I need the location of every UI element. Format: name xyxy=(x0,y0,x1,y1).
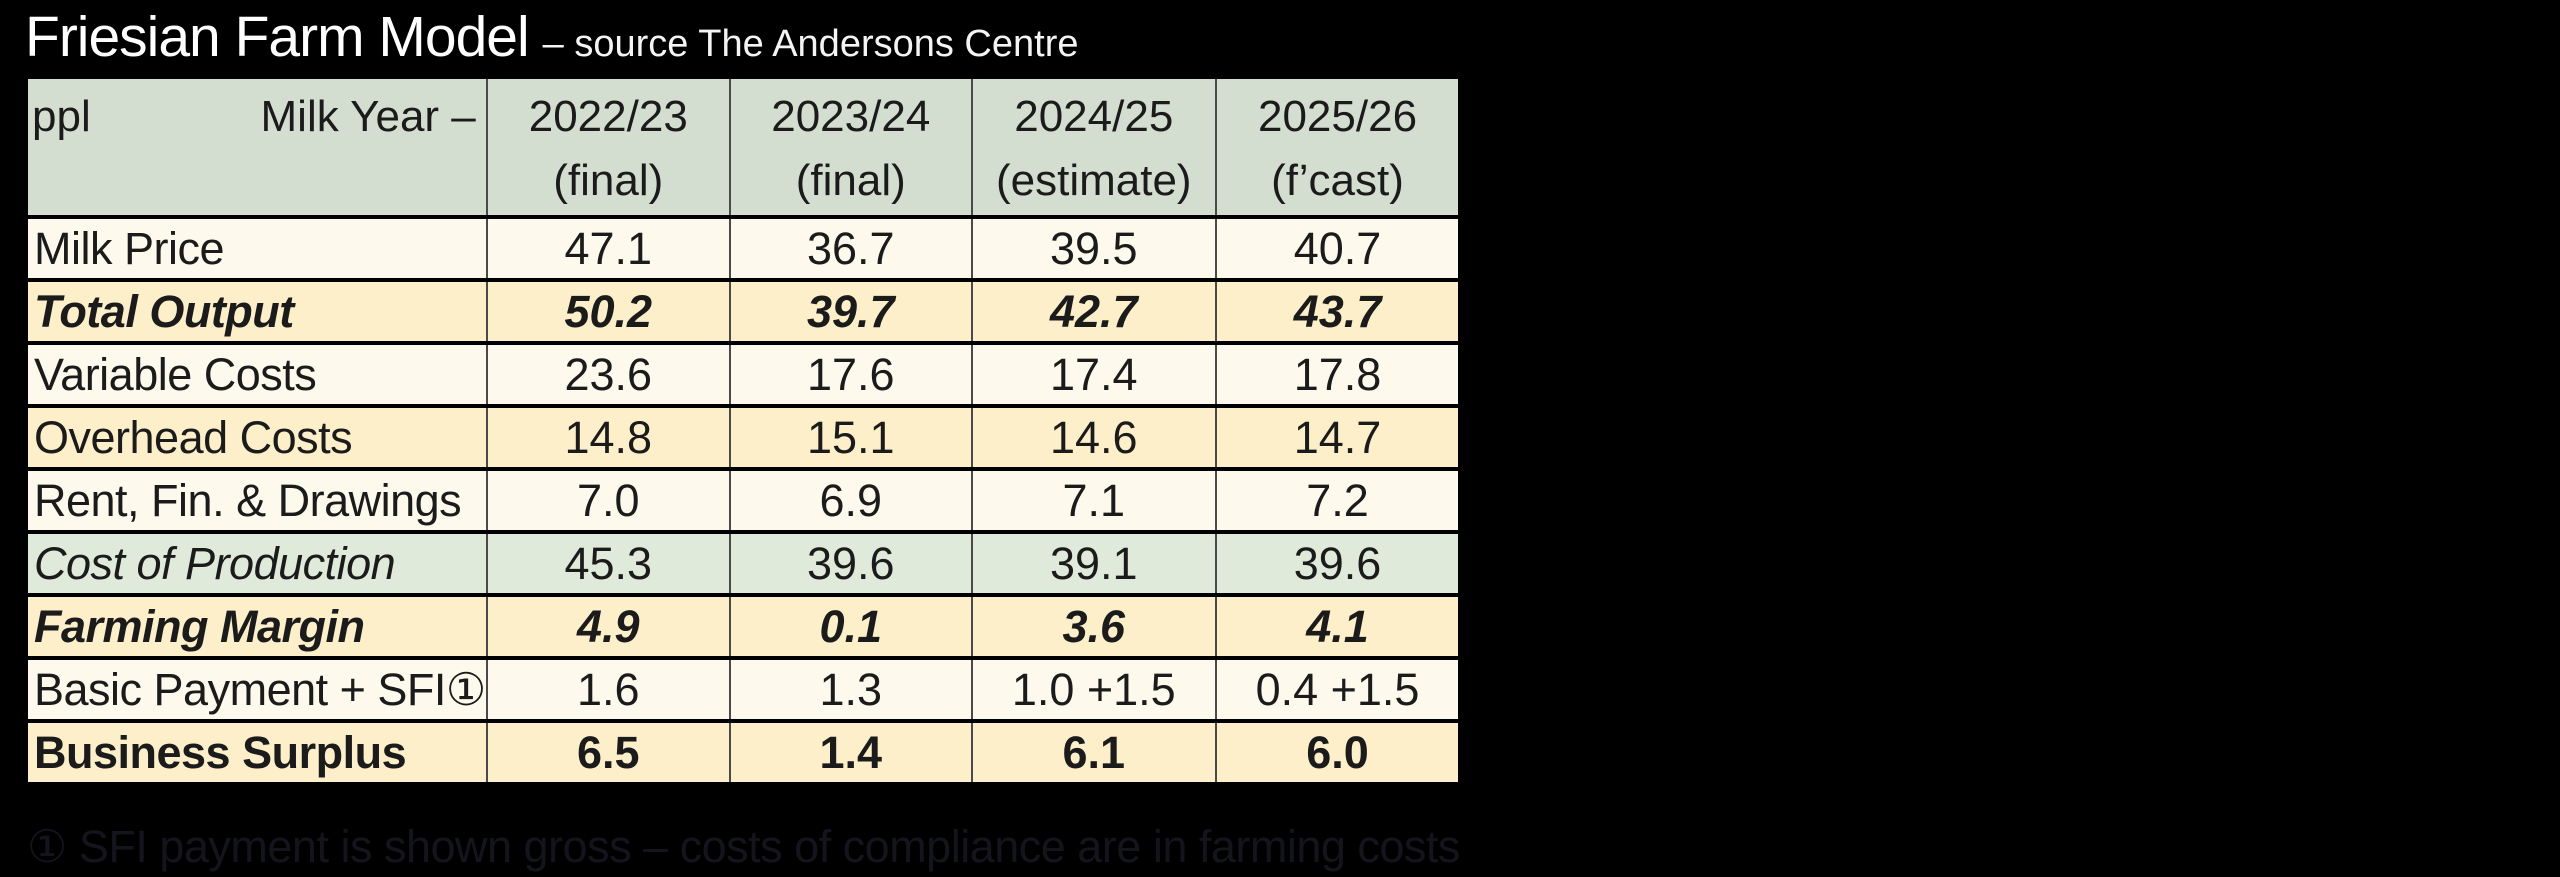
table-row-rent-fin-drawings: Rent, Fin. & Drawings 7.0 6.9 7.1 7.2 xyxy=(25,467,1461,534)
row-label: Variable Costs xyxy=(25,341,488,408)
column-header-2022-23: 2022/23 (final) xyxy=(485,75,731,219)
title-source: – source The Andersons Centre xyxy=(542,23,1079,65)
column-year: 2023/24 xyxy=(771,92,931,141)
cell-value: 4.9 xyxy=(485,593,731,660)
cell-value: 39.7 xyxy=(728,278,973,345)
column-year: 2024/25 xyxy=(1014,92,1174,141)
row-label: Farming Margin xyxy=(25,593,488,660)
header-corner-cell: ppl Milk Year – xyxy=(25,75,488,219)
milk-year-label: Milk Year – xyxy=(260,92,476,141)
cell-value: 39.6 xyxy=(1214,530,1461,597)
cell-value: 36.7 xyxy=(728,215,973,282)
cell-value: 3.6 xyxy=(970,593,1217,660)
row-label: Total Output xyxy=(25,278,488,345)
cell-value: 1.4 xyxy=(728,719,973,786)
cell-value: 39.6 xyxy=(728,530,973,597)
column-header-2024-25: 2024/25 (estimate) xyxy=(970,75,1217,219)
column-year: 2022/23 xyxy=(528,92,688,141)
cell-value: 23.6 xyxy=(485,341,731,408)
table-row-milk-price: Milk Price 47.1 36.7 39.5 40.7 xyxy=(25,215,1461,282)
cell-value: 47.1 xyxy=(485,215,731,282)
table-row-variable-costs: Variable Costs 23.6 17.6 17.4 17.8 xyxy=(25,341,1461,408)
cell-value: 42.7 xyxy=(970,278,1217,345)
cell-value: 15.1 xyxy=(728,404,973,471)
cell-value: 14.7 xyxy=(1214,404,1461,471)
cell-value: 7.1 xyxy=(970,467,1217,534)
cell-value: 45.3 xyxy=(485,530,731,597)
column-status: (final) xyxy=(795,155,906,205)
column-header-2023-24: 2023/24 (final) xyxy=(728,75,973,219)
sfi-footnote: ① SFI payment is shown gross – costs of … xyxy=(27,821,1460,872)
column-status: (estimate) xyxy=(995,155,1192,205)
cell-value: 1.3 xyxy=(728,656,973,723)
cell-value: 39.1 xyxy=(970,530,1217,597)
cell-value: 7.0 xyxy=(485,467,731,534)
row-label: Rent, Fin. & Drawings xyxy=(25,467,488,534)
column-status: (f’cast) xyxy=(1271,155,1404,205)
table-row-total-output: Total Output 50.2 39.7 42.7 43.7 xyxy=(25,278,1461,345)
column-status: (final) xyxy=(553,155,664,205)
cell-value: 17.8 xyxy=(1214,341,1461,408)
cell-value: 7.2 xyxy=(1214,467,1461,534)
cell-value: 40.7 xyxy=(1214,215,1461,282)
cell-value: 0.1 xyxy=(728,593,973,660)
cell-value: 1.6 xyxy=(485,656,731,723)
row-label: Overhead Costs xyxy=(25,404,488,471)
row-label: Business Surplus xyxy=(25,719,488,786)
cell-value: 6.1 xyxy=(970,719,1217,786)
unit-label: ppl xyxy=(32,92,91,141)
table-row-farming-margin: Farming Margin 4.9 0.1 3.6 4.1 xyxy=(25,593,1461,660)
cell-value: 43.7 xyxy=(1214,278,1461,345)
cell-value: 50.2 xyxy=(485,278,731,345)
page-title: Friesian Farm Model – source The Anderso… xyxy=(25,4,1078,70)
table-row-basic-payment-sfi: Basic Payment + SFI① 1.6 1.3 1.0 +1.5 0.… xyxy=(25,656,1461,723)
farm-model-table: ppl Milk Year – 2022/23 (final) 2023/24 … xyxy=(25,75,1462,786)
row-label: Basic Payment + SFI① xyxy=(25,656,488,723)
cell-value: 6.5 xyxy=(485,719,731,786)
title-main: Friesian Farm Model xyxy=(25,5,530,69)
cell-value: 6.9 xyxy=(728,467,973,534)
cell-value: 14.8 xyxy=(485,404,731,471)
column-header-2025-26: 2025/26 (f’cast) xyxy=(1214,75,1461,219)
table-row-overhead-costs: Overhead Costs 14.8 15.1 14.6 14.7 xyxy=(25,404,1461,471)
cell-value: 4.1 xyxy=(1214,593,1461,660)
table-row-cost-of-production: Cost of Production 45.3 39.6 39.1 39.6 xyxy=(25,530,1461,597)
row-label: Cost of Production xyxy=(25,530,488,597)
cell-value: 6.0 xyxy=(1214,719,1461,786)
table-row-business-surplus: Business Surplus 6.5 1.4 6.1 6.0 xyxy=(25,719,1461,786)
cell-value: 17.6 xyxy=(728,341,973,408)
cell-value: 1.0 +1.5 xyxy=(970,656,1217,723)
cell-value: 17.4 xyxy=(970,341,1217,408)
table-header-row: ppl Milk Year – 2022/23 (final) 2023/24 … xyxy=(25,75,1461,219)
row-label: Milk Price xyxy=(25,215,488,282)
cell-value: 39.5 xyxy=(970,215,1217,282)
cell-value: 14.6 xyxy=(970,404,1217,471)
column-year: 2025/26 xyxy=(1257,92,1418,141)
cell-value: 0.4 +1.5 xyxy=(1214,656,1461,723)
